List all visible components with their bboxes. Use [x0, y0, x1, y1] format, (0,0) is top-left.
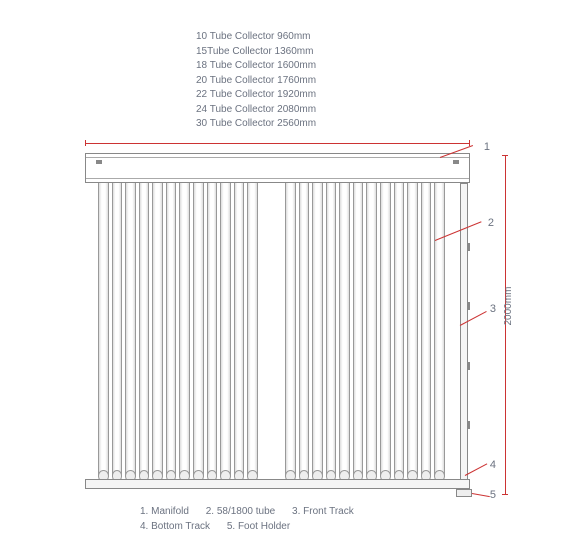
callout-line-4 [465, 463, 488, 476]
callout-number-2: 2 [488, 217, 494, 229]
height-dimension-label: 2000mm [503, 287, 514, 326]
tube [152, 183, 163, 477]
legend-item: 4. Bottom Track [140, 519, 210, 534]
tube [179, 183, 190, 477]
tube [234, 183, 245, 477]
tube [125, 183, 136, 477]
spec-line: 10 Tube Collector 960mm [196, 30, 316, 45]
track-bracket [467, 302, 470, 310]
tube [98, 183, 109, 477]
track-bracket [467, 362, 470, 370]
manifold [85, 153, 470, 183]
legend-item: 1. Manifold [140, 504, 189, 519]
manifold-port [96, 160, 102, 164]
tube [407, 183, 418, 477]
tube [207, 183, 218, 477]
spec-line: 15Tube Collector 1360mm [196, 45, 316, 60]
bottom-track [85, 479, 470, 489]
tube [166, 183, 177, 477]
tube [326, 183, 337, 477]
spec-line: 30 Tube Collector 2560mm [196, 117, 316, 132]
tube-group-left [98, 183, 258, 477]
tube [434, 183, 445, 477]
collector-diagram: 2000mm 1 2 3 4 5 [80, 145, 500, 495]
tube [380, 183, 391, 477]
callout-number-5: 5 [490, 489, 496, 501]
legend: 1. Manifold 2. 58/1800 tube 3. Front Tra… [140, 504, 368, 534]
callout-number-4: 4 [490, 459, 496, 471]
tube [193, 183, 204, 477]
foot-holder [456, 489, 472, 497]
tube [421, 183, 432, 477]
tube [339, 183, 350, 477]
tube [247, 183, 258, 477]
tube-group-right [285, 183, 445, 477]
spec-line: 24 Tube Collector 2080mm [196, 103, 316, 118]
spec-line: 20 Tube Collector 1760mm [196, 74, 316, 89]
tube [285, 183, 296, 477]
track-bracket [467, 243, 470, 251]
tube [394, 183, 405, 477]
legend-item: 2. 58/1800 tube [206, 504, 276, 519]
tube [312, 183, 323, 477]
spec-list: 10 Tube Collector 960mm 15Tube Collector… [196, 30, 316, 132]
spec-line: 18 Tube Collector 1600mm [196, 59, 316, 74]
track-bracket [467, 421, 470, 429]
callout-number-3: 3 [490, 303, 496, 315]
tube [139, 183, 150, 477]
spec-line: 22 Tube Collector 1920mm [196, 88, 316, 103]
width-dimension-line [85, 140, 470, 146]
callout-line-5 [472, 493, 490, 497]
manifold-inner [86, 157, 469, 179]
callout-number-1: 1 [484, 141, 490, 153]
manifold-port [453, 160, 459, 164]
tube [366, 183, 377, 477]
legend-item: 3. Front Track [292, 504, 354, 519]
legend-row: 1. Manifold 2. 58/1800 tube 3. Front Tra… [140, 504, 368, 519]
tube [220, 183, 231, 477]
legend-row: 4. Bottom Track 5. Foot Holder [140, 519, 368, 534]
tube [299, 183, 310, 477]
tube [353, 183, 364, 477]
tube [112, 183, 123, 477]
legend-item: 5. Foot Holder [227, 519, 290, 534]
